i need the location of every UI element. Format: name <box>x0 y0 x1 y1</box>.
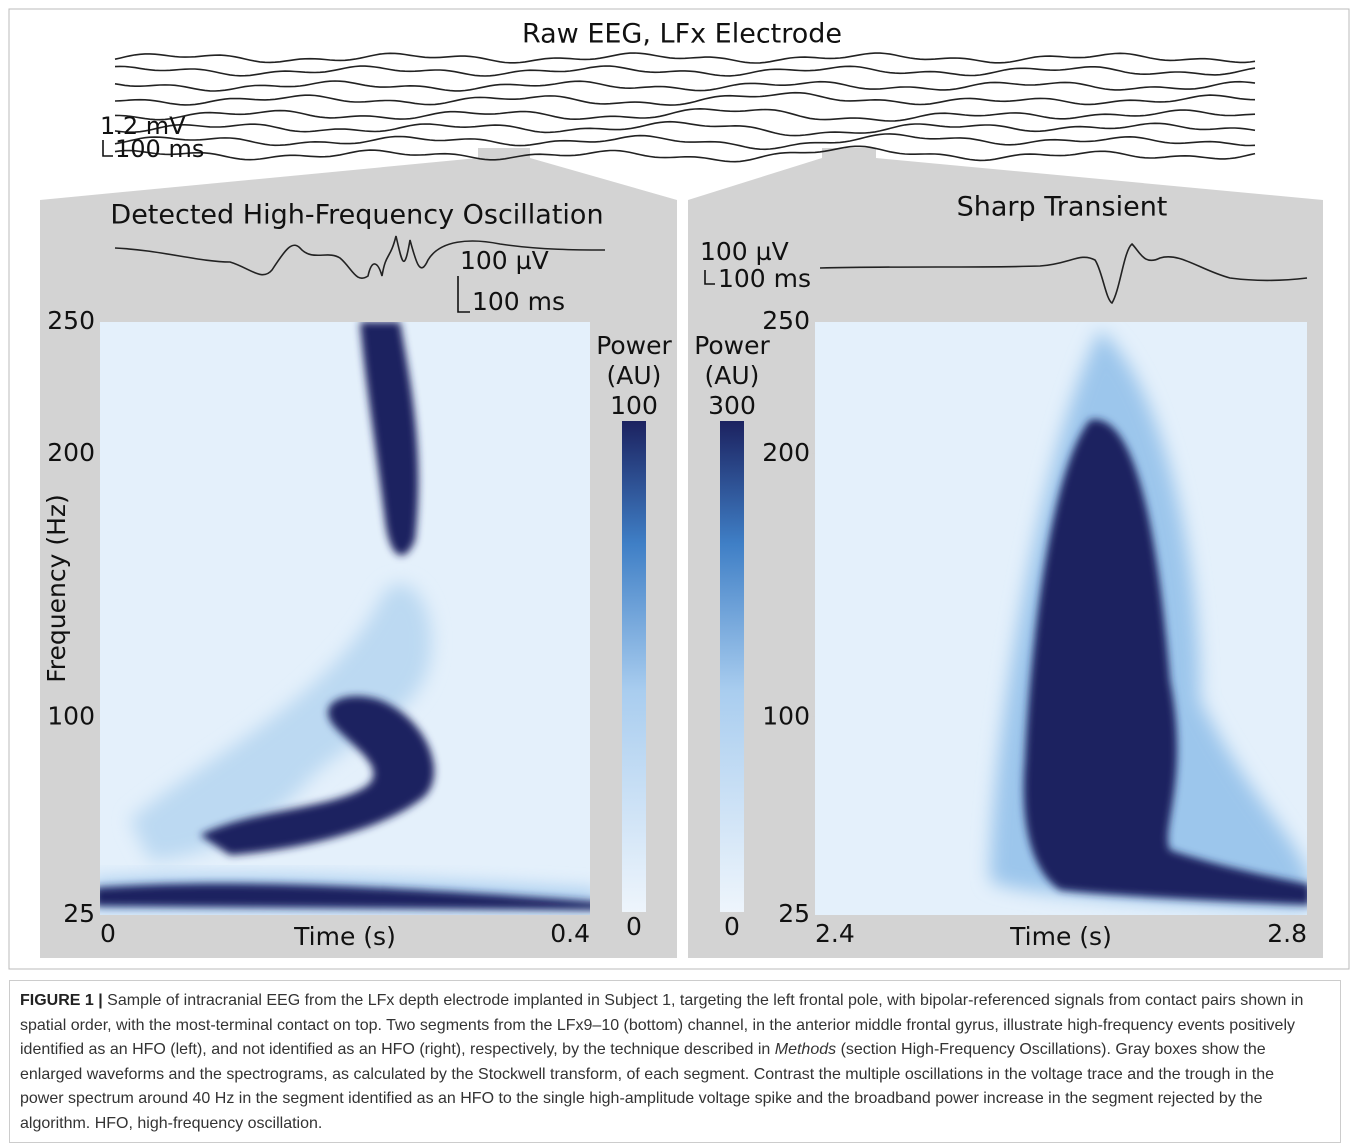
caption: FIGURE 1 | Sample of intracranial EEG fr… <box>9 980 1341 1143</box>
scale-time: 100 ms <box>472 287 565 316</box>
x-tick-label: 0.4 <box>550 919 590 948</box>
eeg-trace <box>115 66 1255 76</box>
y-tick-label: 200 <box>47 438 95 467</box>
y-axis-label: Frequency (Hz) <box>42 494 71 683</box>
eeg-trace <box>115 81 1255 91</box>
y-tick-label: 25 <box>778 899 810 928</box>
colorbar-tick-label: 0 <box>626 912 642 941</box>
eeg-trace <box>115 53 1255 63</box>
y-tick-label: 25 <box>63 899 95 928</box>
x-tick-label: 2.8 <box>1267 919 1307 948</box>
eeg-trace <box>115 146 1255 161</box>
figure-title: Raw EEG, LFx Electrode <box>522 19 842 50</box>
eeg-trace <box>115 109 1255 121</box>
colorbar-tick-label: 0 <box>724 912 740 941</box>
eeg-trace <box>115 93 1255 105</box>
y-tick-label: 100 <box>762 701 810 730</box>
colorbar-label: Power (AU) <box>687 331 777 391</box>
colorbar-tick-label: 300 <box>708 391 756 420</box>
panel-title: Detected High-Frequency Oscillation <box>110 200 603 231</box>
eeg-traces <box>115 53 1255 162</box>
scale-time: 100 ms <box>115 135 204 163</box>
y-tick-label: 100 <box>47 701 95 730</box>
scale-amplitude: 100 µV <box>700 237 789 266</box>
eeg-trace <box>115 134 1255 149</box>
caption-emphasis: Methods <box>775 1041 836 1058</box>
figure: Raw EEG, LFx Electrode 1.2 mV 100 ms Det… <box>0 0 1358 975</box>
colorbar-tick-label: 100 <box>610 391 658 420</box>
panel-title: Sharp Transient <box>957 192 1168 223</box>
x-tick-label: 2.4 <box>815 919 855 948</box>
x-axis-label: Time (s) <box>293 922 396 951</box>
scale-time: 100 ms <box>718 264 811 293</box>
colorbar <box>720 421 744 912</box>
x-axis-label: Time (s) <box>1009 922 1112 951</box>
figure-page: Raw EEG, LFx Electrode 1.2 mV 100 ms Det… <box>0 0 1358 1147</box>
y-tick-label: 200 <box>762 438 810 467</box>
x-tick-label: 0 <box>100 919 116 948</box>
scale-amplitude: 100 µV <box>460 246 549 275</box>
colorbar-label: Power (AU) <box>589 331 679 391</box>
caption-label: FIGURE 1 | <box>20 992 103 1009</box>
eeg-trace <box>115 122 1255 136</box>
colorbar <box>622 421 646 912</box>
y-tick-label: 250 <box>47 306 95 335</box>
scale-bar <box>103 140 113 156</box>
